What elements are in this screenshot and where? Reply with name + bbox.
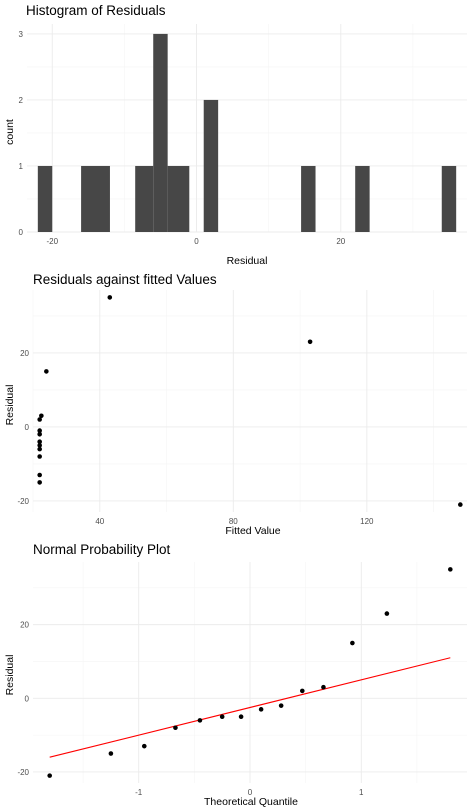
normal-probability-grid (33, 562, 467, 783)
normal-probability-x-axis-label: Theoretical Quantile (204, 796, 298, 808)
y-tick-label: -20 (17, 768, 29, 777)
residuals-vs-fitted-title: Residuals against fitted Values (33, 272, 217, 287)
y-tick-label: 1 (19, 162, 24, 171)
histogram-bar (441, 165, 457, 232)
histogram-panel: Histogram of Residuals -20 0 20 0 1 2 3 Residu… (4, 3, 467, 267)
data-point (173, 725, 178, 731)
data-point (37, 417, 42, 422)
histogram-y-axis-label: count (4, 119, 16, 145)
data-point (37, 480, 42, 485)
data-point (37, 432, 42, 437)
y-tick-label: 0 (25, 694, 30, 703)
data-point (458, 502, 463, 507)
reference-line (49, 657, 451, 758)
histogram-bar (135, 165, 154, 232)
x-tick-label: -20 (46, 237, 58, 246)
histogram-title: Histogram of Residuals (26, 3, 166, 18)
x-tick-label: 40 (95, 517, 104, 526)
residuals-vs-fitted-x-axis-label: Fitted Value (225, 525, 280, 537)
normal-probability-tick-labels: -1 0 1 -20 0 20 (17, 621, 364, 797)
data-point (108, 751, 114, 756)
data-point (107, 295, 113, 300)
data-point (37, 443, 42, 448)
x-tick-label: -1 (135, 788, 143, 797)
data-point (238, 714, 244, 719)
data-point (307, 339, 313, 345)
y-tick-label: 2 (19, 96, 24, 105)
data-point (39, 413, 44, 419)
data-point (384, 611, 390, 616)
x-tick-label: 80 (229, 517, 238, 526)
data-point (37, 428, 42, 433)
data-point (37, 439, 42, 445)
residuals-vs-fitted-points (37, 295, 463, 507)
residuals-vs-fitted-tick-labels: 40 80 120 -20 0 20 (17, 349, 374, 526)
residuals-vs-fitted-panel: Residuals against fitted Values 40 80 120 -… (4, 272, 467, 537)
data-point (321, 684, 326, 690)
x-tick-label: 0 (248, 788, 253, 797)
data-point (258, 707, 264, 712)
y-tick-label: -20 (17, 497, 29, 506)
histogram-tick-labels: -20 0 20 0 1 2 3 (19, 30, 346, 246)
data-point (37, 454, 42, 459)
normal-probability-panel: Normal Probability Plot -1 0 1 -20 0 20 Theor… (4, 542, 467, 808)
histogram-bar (355, 165, 370, 232)
data-point (300, 688, 305, 694)
data-point (350, 640, 355, 646)
histogram-bar (81, 165, 110, 232)
x-tick-label: 120 (360, 517, 374, 526)
x-tick-label: 0 (194, 237, 199, 246)
data-point (141, 743, 147, 749)
normal-probability-points (47, 567, 453, 778)
y-tick-label: 0 (25, 423, 30, 432)
normal-probability-y-axis-label: Residual (4, 655, 16, 696)
y-tick-label: 20 (20, 349, 29, 358)
x-tick-label: 20 (336, 237, 345, 246)
histogram-bars (37, 33, 457, 233)
data-point (278, 703, 284, 708)
histogram-bar (203, 99, 219, 232)
histogram-bar (301, 165, 316, 232)
data-point (44, 369, 49, 374)
histogram-bar (153, 33, 168, 233)
normal-probability-title: Normal Probability Plot (33, 542, 171, 557)
residuals-vs-fitted-y-axis-label: Residual (4, 385, 16, 426)
data-point (37, 446, 42, 452)
residuals-vs-fitted-grid (32, 290, 467, 512)
y-tick-label: 3 (19, 30, 24, 39)
y-tick-label: 0 (19, 228, 24, 237)
histogram-bar (167, 165, 190, 232)
data-point (47, 773, 52, 778)
data-point (37, 472, 42, 478)
data-point (448, 567, 453, 572)
y-tick-label: 20 (20, 621, 29, 630)
histogram-x-axis-label: Residual (227, 255, 268, 267)
histogram-bar (37, 165, 53, 232)
x-tick-label: 1 (359, 788, 364, 797)
data-point (219, 714, 225, 719)
data-point (197, 718, 203, 723)
